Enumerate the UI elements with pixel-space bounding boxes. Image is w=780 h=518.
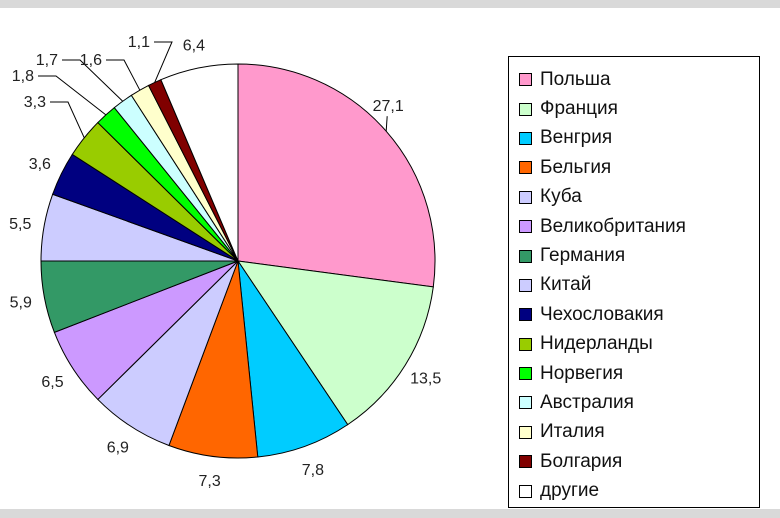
legend-item-чехословакия: Чехословакия	[519, 300, 759, 329]
legend-swatch	[519, 102, 532, 116]
data-label-чехословакия: 3,6	[29, 156, 51, 173]
legend-item-австралия: Австралия	[519, 388, 759, 417]
legend-label: Болгария	[540, 450, 623, 472]
legend-swatch	[519, 337, 532, 351]
legend-label: Венгрия	[540, 127, 613, 149]
pie-slice-другие	[160, 63, 239, 262]
data-label-польша: 27,1	[373, 98, 404, 115]
legend-label: Нидерланды	[540, 333, 653, 355]
legend-swatch	[519, 484, 532, 498]
legend-swatch	[519, 73, 532, 87]
data-label-великобритания: 6,5	[41, 374, 63, 391]
data-label-венгрия: 7,8	[302, 462, 324, 479]
pie-slice-польша	[237, 63, 436, 288]
legend-label: Бельгия	[540, 156, 612, 178]
leader-line-польша	[385, 116, 388, 132]
legend-label: Франция	[540, 98, 618, 120]
chart-legend: Польша Франция Венгрия Бельгия Куба Великобри…	[508, 56, 760, 508]
legend-swatch	[519, 131, 532, 145]
pie-chart: 27,1 13,5 7,8 7,3 6,9 6,5 5,9 5,5 3,6 3,3 1,81,7 1,…	[9, 34, 441, 490]
legend-swatch	[519, 308, 532, 322]
legend-swatch	[519, 249, 532, 263]
leader-line-болгария	[154, 41, 173, 83]
legend-label: Норвегия	[540, 362, 624, 384]
pie-slice-франция	[236, 260, 434, 426]
legend-swatch	[519, 396, 532, 410]
legend-item-нидерланды: Нидерланды	[519, 330, 759, 359]
legend-swatch	[519, 367, 532, 381]
legend-item-польша: Польша	[519, 65, 759, 94]
leader-line-нидерланды	[50, 101, 85, 139]
legend-swatch	[519, 455, 532, 469]
legend-item-китай: Китай	[519, 271, 759, 300]
chart-frame: 27,1 13,5 7,8 7,3 6,9 6,5 5,9 5,5 3,6 3,3 1,8 1,7 1,…	[0, 8, 780, 509]
leader-line-италия	[106, 59, 141, 91]
legend-item-великобритания: Великобритания	[519, 212, 759, 241]
data-label-куба: 6,9	[107, 439, 129, 456]
data-label-другие: 6,4	[183, 37, 205, 54]
data-label-франция: 13,5	[410, 371, 441, 388]
legend-item-болгария: Болгария	[519, 447, 759, 476]
legend-label: Италия	[540, 421, 605, 443]
legend-label: Китай	[540, 274, 592, 296]
legend-label: Австралия	[540, 391, 634, 413]
legend-label: Куба	[540, 186, 582, 208]
data-label-норвегия: 1,8	[12, 68, 34, 85]
data-label-болгария: 1,1	[128, 34, 150, 51]
legend-swatch	[519, 161, 532, 175]
data-label-австралия: 1,7	[36, 52, 58, 69]
legend-item-германия: Германия	[519, 241, 759, 270]
legend-item-италия: Италия	[519, 418, 759, 447]
legend-label: Германия	[540, 245, 626, 267]
legend-item-куба: Куба	[519, 183, 759, 212]
legend-item-франция: Франция	[519, 94, 759, 123]
pie-slice-венгрия	[237, 260, 349, 458]
legend-label: Великобритания	[540, 215, 686, 237]
data-label-китай: 5,5	[9, 216, 31, 233]
legend-label: другие	[540, 480, 600, 502]
legend-item-другие: другие	[519, 476, 759, 505]
legend-item-венгрия: Венгрия	[519, 124, 759, 153]
legend-swatch	[519, 190, 532, 204]
leader-line-норвегия	[38, 75, 107, 116]
data-label-италия: 1,6	[80, 52, 102, 69]
legend-swatch	[519, 278, 532, 292]
legend-item-норвегия: Норвегия	[519, 359, 759, 388]
legend-swatch	[519, 220, 532, 234]
leader-line-австралия	[62, 59, 124, 102]
data-label-нидерланды: 3,3	[24, 94, 46, 111]
legend-label: Польша	[540, 68, 611, 90]
legend-label: Чехословакия	[540, 303, 664, 325]
legend-swatch	[519, 425, 532, 439]
data-label-бельгия: 7,3	[198, 473, 220, 490]
data-label-германия: 5,9	[10, 295, 32, 312]
legend-item-бельгия: Бельгия	[519, 153, 759, 182]
